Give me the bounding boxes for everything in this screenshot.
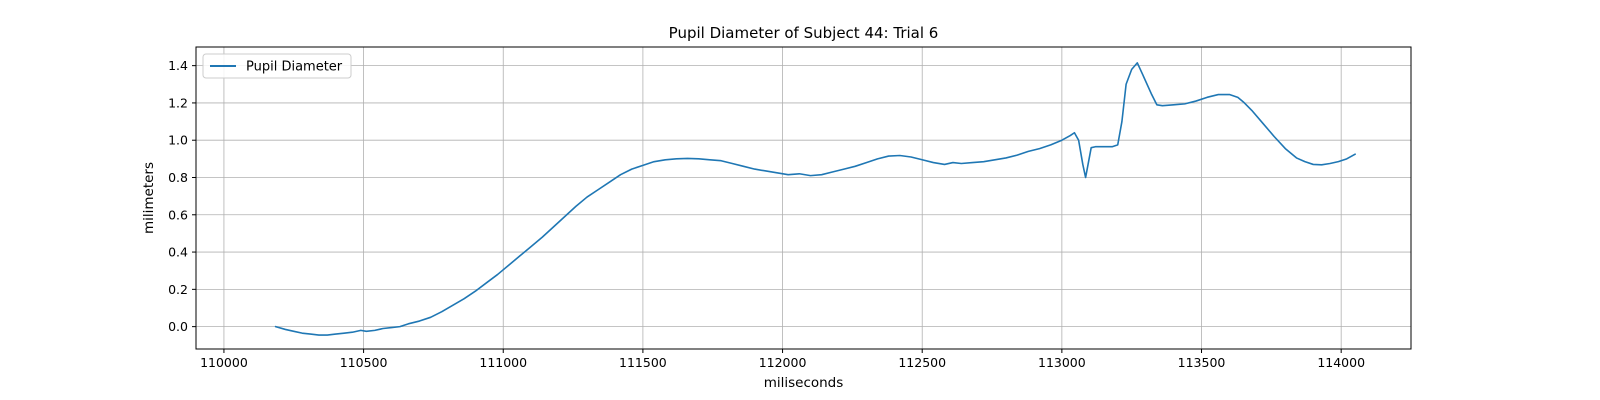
legend-entry-pupil-diameter: Pupil Diameter bbox=[246, 60, 343, 75]
x-tick-label: 111500 bbox=[619, 355, 667, 370]
y-axis-label: milimeters bbox=[141, 162, 157, 234]
x-tick-label: 110500 bbox=[340, 355, 388, 370]
x-tick-label: 112000 bbox=[759, 355, 807, 370]
y-tick-label: 0.6 bbox=[168, 207, 188, 222]
x-tick-label: 113500 bbox=[1178, 355, 1226, 370]
y-tick-label: 1.2 bbox=[168, 95, 188, 110]
y-tick-label: 0.8 bbox=[168, 170, 188, 185]
plot-frame bbox=[195, 46, 1412, 350]
y-tick-label: 0.4 bbox=[168, 245, 188, 260]
y-tick-label: 1.4 bbox=[168, 58, 188, 73]
x-tick-label: 111000 bbox=[479, 355, 527, 370]
y-grid bbox=[196, 65, 1411, 328]
y-tick-label: 1.0 bbox=[168, 133, 188, 148]
x-axis-label: miliseconds bbox=[764, 375, 844, 391]
x-tick-label: 112500 bbox=[898, 355, 946, 370]
series-layer bbox=[274, 62, 1356, 336]
x-axis-ticks: 110000 110500 111000 111500 112000 112500 1130… bbox=[200, 349, 1365, 370]
legend-box bbox=[202, 53, 352, 79]
y-tick-label: 0.0 bbox=[168, 319, 188, 334]
y-tick-label: 0.2 bbox=[168, 282, 188, 297]
series-line-0 bbox=[274, 62, 1356, 336]
legend: Pupil Diameter bbox=[202, 53, 352, 79]
x-tick-label: 114000 bbox=[1317, 355, 1365, 370]
x-grid bbox=[223, 47, 1342, 349]
x-tick-label: 113000 bbox=[1038, 355, 1086, 370]
chart-title: Pupil Diameter of Subject 44: Trial 6 bbox=[669, 24, 939, 42]
y-axis-ticks: 0.0 0.2 0.4 0.6 0.8 1.0 1.2 1.4 bbox=[168, 58, 196, 334]
x-tick-label: 110000 bbox=[200, 355, 248, 370]
